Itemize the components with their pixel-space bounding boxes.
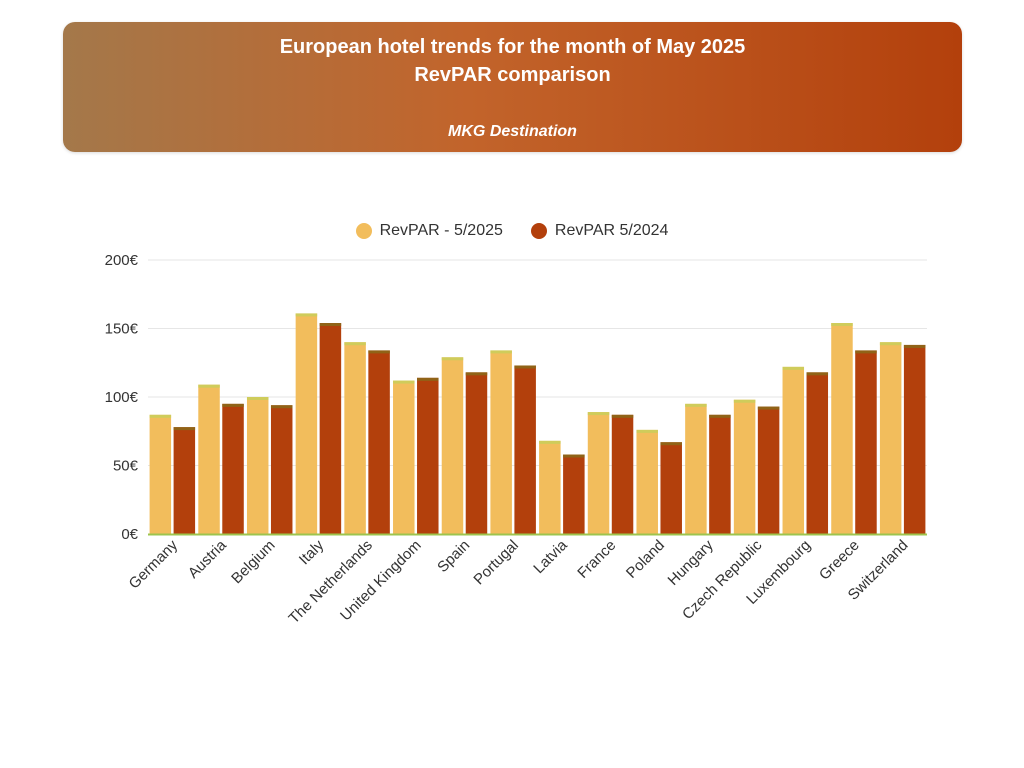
x-tick-label: France: [574, 537, 619, 582]
bar-2024[interactable]: [514, 365, 536, 534]
bar-2025[interactable]: [587, 412, 610, 534]
bar-cap: [757, 406, 780, 410]
bar-2024[interactable]: [173, 427, 196, 534]
bar-2025[interactable]: [636, 429, 658, 534]
bar-2025[interactable]: [782, 366, 805, 534]
bar-2025[interactable]: [733, 399, 756, 534]
bar-cap: [782, 366, 805, 370]
bar-cap: [246, 397, 269, 400]
bar-cap: [855, 350, 877, 354]
y-tick-label: 50€: [113, 458, 139, 475]
bar-cap: [563, 454, 585, 458]
bar-cap: [685, 403, 707, 407]
bar-2024[interactable]: [563, 454, 585, 534]
x-tick-label: Spain: [434, 537, 473, 576]
bar-2025[interactable]: [539, 440, 561, 534]
x-tick-label: Belgium: [228, 537, 278, 587]
bar-cap: [879, 342, 902, 346]
bar-cap: [149, 414, 172, 418]
bar-2024[interactable]: [368, 350, 390, 534]
bar-2025[interactable]: [490, 350, 512, 534]
x-tick-label: The Netherlands: [285, 537, 375, 627]
bar-cap: [270, 405, 293, 409]
bar-2025[interactable]: [685, 403, 707, 534]
bar-cap: [660, 442, 682, 446]
chart-legend: RevPAR - 5/2025 RevPAR 5/2024: [0, 219, 1024, 243]
bar-2025[interactable]: [295, 313, 318, 534]
bar-2024[interactable]: [417, 377, 439, 534]
bar-2025[interactable]: [831, 323, 853, 534]
bar-cap: [709, 414, 731, 418]
legend-label-2024: RevPAR 5/2024: [554, 222, 669, 239]
bar-2024[interactable]: [319, 323, 342, 534]
bar-2024[interactable]: [757, 406, 780, 534]
bar-cap: [295, 313, 318, 317]
legend-swatch-2024: [530, 223, 547, 239]
bar-2025[interactable]: [344, 342, 366, 534]
y-tick-label: 150€: [105, 321, 139, 338]
header-banner: European hotel trends for the month of M…: [63, 22, 962, 152]
bar-2025[interactable]: [879, 342, 902, 534]
bar-cap: [344, 342, 366, 346]
bar-cap: [465, 372, 488, 376]
y-tick-label: 200€: [105, 252, 139, 269]
bar-cap: [368, 350, 390, 354]
legend-swatch-2025: [355, 223, 372, 239]
x-tick-label: Latvia: [530, 536, 571, 577]
chart-subtitle: RevPAR comparison: [414, 64, 611, 86]
legend-item-2025[interactable]: RevPAR - 5/2025: [355, 222, 503, 240]
bar-cap: [733, 399, 756, 403]
bar-2024[interactable]: [660, 442, 682, 534]
bar-cap: [490, 350, 512, 354]
bar-cap: [222, 403, 244, 407]
bar-2025[interactable]: [393, 380, 415, 534]
x-tick-label: Germany: [126, 536, 182, 592]
bar-2025[interactable]: [198, 384, 220, 534]
bar-2024[interactable]: [806, 372, 829, 534]
bar-2025[interactable]: [441, 357, 464, 534]
bar-cap: [173, 427, 196, 431]
bar-cap: [831, 323, 853, 327]
bar-cap: [806, 372, 829, 376]
bar-2024[interactable]: [855, 350, 877, 534]
bar-2025[interactable]: [149, 414, 172, 534]
legend-item-2024[interactable]: RevPAR 5/2024: [530, 222, 669, 240]
bar-cap: [587, 412, 610, 416]
x-tick-label: Portugal: [470, 537, 522, 589]
bar-cap: [319, 323, 342, 327]
bar-cap: [417, 377, 439, 381]
x-tick-label: Italy: [296, 536, 328, 568]
legend-label-2025: RevPAR - 5/2025: [379, 222, 503, 239]
chart-source: MKG Destination: [448, 123, 577, 140]
x-tick-label: Poland: [623, 537, 668, 582]
bar-cap: [611, 414, 634, 418]
bar-cap: [636, 429, 658, 433]
bar-cap: [393, 380, 415, 384]
x-tick-label: Austria: [185, 536, 230, 581]
x-tick-label: Greece: [816, 537, 863, 584]
bar-2024[interactable]: [465, 372, 488, 534]
bar-2024[interactable]: [270, 405, 293, 534]
bar-cap: [903, 344, 926, 348]
chart-title: European hotel trends for the month of M…: [279, 36, 746, 58]
bar-2024[interactable]: [611, 414, 634, 534]
bar-cap: [539, 440, 561, 444]
bar-2024[interactable]: [709, 414, 731, 534]
y-tick-label: 0€: [121, 526, 138, 543]
bar-2024[interactable]: [222, 403, 244, 534]
y-tick-label: 100€: [105, 389, 139, 406]
bar-cap: [198, 384, 220, 388]
bar-2024[interactable]: [903, 344, 926, 534]
bar-2025[interactable]: [246, 397, 269, 534]
bar-cap: [441, 357, 464, 361]
bar-cap: [514, 365, 536, 369]
